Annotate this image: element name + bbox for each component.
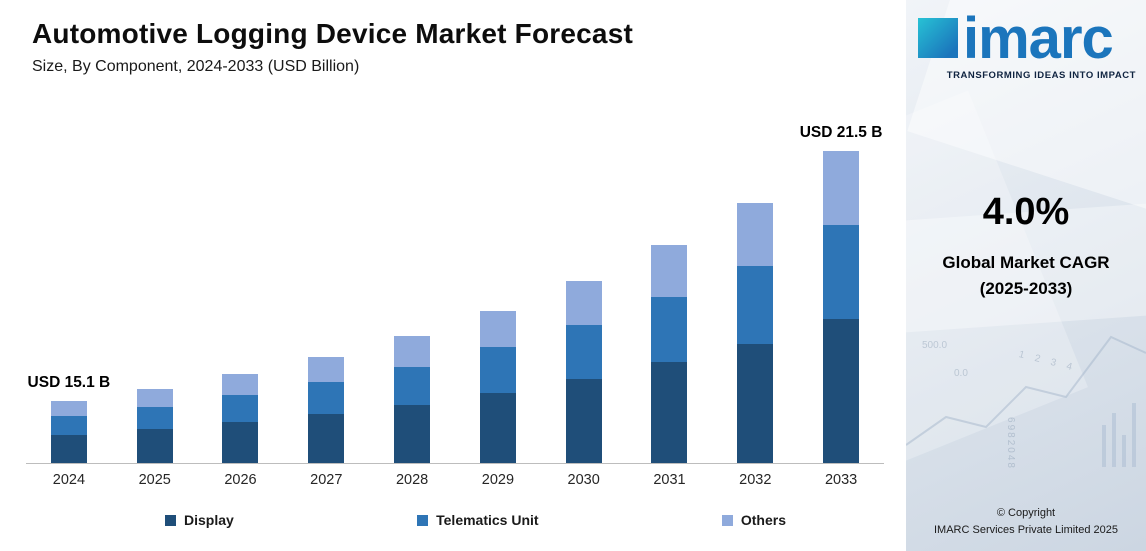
copyright-line2: IMARC Services Private Limited 2025 xyxy=(933,523,1118,536)
bar-segment-others xyxy=(136,388,173,407)
bar-segment-display xyxy=(823,319,860,463)
bar-segment-telematics-unit xyxy=(651,296,688,363)
bar-segment-others xyxy=(651,245,688,297)
bar-segment-display xyxy=(50,434,87,463)
bar-2028 xyxy=(369,134,455,463)
x-tick-2029: 2029 xyxy=(481,472,515,488)
bar-stack-2025 xyxy=(136,388,173,463)
legend-label: Display xyxy=(184,512,234,528)
bar-segment-telematics-unit xyxy=(565,324,602,380)
legend-label: Telematics Unit xyxy=(436,512,539,528)
cagr-label-line2: (2025-2033) xyxy=(979,278,1073,298)
bar-stack-2029 xyxy=(479,311,516,463)
legend-item-others: Others xyxy=(721,512,786,528)
bar-stack-2030 xyxy=(565,281,602,463)
cagr-label-line1: Global Market CAGR xyxy=(942,253,1110,272)
bar-segment-display xyxy=(222,422,259,463)
bar-2024: USD 15.1 B xyxy=(26,134,112,463)
bar-segment-display xyxy=(479,392,516,463)
copyright-line1: © Copyright xyxy=(996,506,1056,519)
legend-swatch-icon xyxy=(417,514,429,526)
bar-2029 xyxy=(455,134,541,463)
bar-stack-2033 xyxy=(823,151,860,463)
bar-segment-others xyxy=(50,401,87,417)
legend-label: Others xyxy=(740,512,786,528)
x-tick-2025: 2025 xyxy=(138,472,171,488)
cagr-label: Global Market CAGR (2025-2033) xyxy=(906,250,1146,301)
chart-region: Automotive Logging Device Market Forecas… xyxy=(0,0,906,528)
cagr-value: 4.0% xyxy=(982,191,1070,233)
bar-segment-others xyxy=(308,356,345,383)
bar-2026 xyxy=(198,134,284,463)
imarc-logo-text: imarc xyxy=(963,6,1114,71)
chart-subtitle: Size, By Component, 2024-2033 (USD Billi… xyxy=(32,58,360,75)
imarc-tagline: TRANSFORMING IDEAS INTO IMPACT xyxy=(946,70,1136,81)
bar-2032 xyxy=(712,134,798,463)
bar-2030 xyxy=(541,134,627,463)
x-tick-2026: 2026 xyxy=(224,472,257,488)
bar-2033: USD 21.5 B xyxy=(798,124,884,463)
x-tick-2033: 2033 xyxy=(824,472,858,488)
bar-segment-others xyxy=(823,151,860,226)
x-tick-2027: 2027 xyxy=(310,472,343,488)
x-tick-2032: 2032 xyxy=(739,472,772,488)
legend-item-display: Display xyxy=(165,512,234,528)
brand-sidebar: 500.0 0.0 1 2 3 4 6982048 imarc TRANSFOR… xyxy=(906,0,1146,551)
legend-item-telematics-unit: Telematics Unit xyxy=(417,512,539,528)
data-label-2024: USD 15.1 B xyxy=(27,374,111,391)
bar-2031 xyxy=(627,134,713,463)
sidebar-decor-number: 0.0 xyxy=(954,368,968,379)
bar-segment-telematics-unit xyxy=(394,366,431,405)
legend-swatch-icon xyxy=(721,514,733,526)
plot-area: USD 15.1 B USD 21.5 B xyxy=(26,124,884,464)
x-axis-labels: 2024 2025 2026 2027 2028 2029 2030 2031 2032 2033 xyxy=(26,472,884,488)
bar-segment-display xyxy=(651,362,688,463)
bar-segment-telematics-unit xyxy=(823,225,860,320)
bar-segment-others xyxy=(479,311,516,348)
bar-segment-display xyxy=(136,429,173,463)
bar-segment-others xyxy=(394,335,431,367)
bar-segment-display xyxy=(394,404,431,463)
bar-segment-telematics-unit xyxy=(50,416,87,435)
bar-segment-others xyxy=(222,374,259,396)
bar-segment-telematics-unit xyxy=(479,347,516,393)
bar-stack-2032 xyxy=(737,202,774,463)
bar-2025 xyxy=(112,134,198,463)
copyright: © Copyright IMARC Services Private Limit… xyxy=(906,505,1146,539)
x-tick-2028: 2028 xyxy=(395,472,429,488)
bar-stack-2026 xyxy=(222,374,259,463)
sidebar-decor-linechart xyxy=(906,335,1146,467)
bar-segment-display xyxy=(308,414,345,463)
bar-stack-2024 xyxy=(50,401,87,463)
sidebar-decor-number: 6982048 xyxy=(1004,417,1016,470)
bar-segment-display xyxy=(565,379,602,463)
legend-swatch-icon xyxy=(165,514,176,526)
bar-stack-2027 xyxy=(308,356,345,463)
bar-segment-telematics-unit xyxy=(737,265,774,344)
bar-segment-telematics-unit xyxy=(222,395,259,423)
imarc-logo-mark-icon xyxy=(918,18,958,58)
imarc-logo: imarc xyxy=(906,0,1146,68)
bar-stack-2031 xyxy=(651,245,688,463)
bar-segment-telematics-unit xyxy=(136,406,173,429)
chart-title: Automotive Logging Device Market Forecas… xyxy=(32,18,633,49)
legend: Display Telematics Unit Others xyxy=(165,512,786,528)
bar-segment-telematics-unit xyxy=(308,382,345,415)
bar-segment-display xyxy=(737,343,774,463)
bar-segment-others xyxy=(737,202,774,266)
bar-segment-others xyxy=(565,281,602,325)
chart-header: Automotive Logging Device Market Forecas… xyxy=(0,0,906,76)
x-tick-2031: 2031 xyxy=(653,472,686,488)
sidebar-decor-number: 500.0 xyxy=(922,340,948,351)
bar-stack-2028 xyxy=(394,335,431,463)
x-tick-2024: 2024 xyxy=(52,472,86,488)
x-tick-2030: 2030 xyxy=(567,472,600,488)
data-label-2033: USD 21.5 B xyxy=(799,124,883,142)
bar-2027 xyxy=(283,134,369,463)
